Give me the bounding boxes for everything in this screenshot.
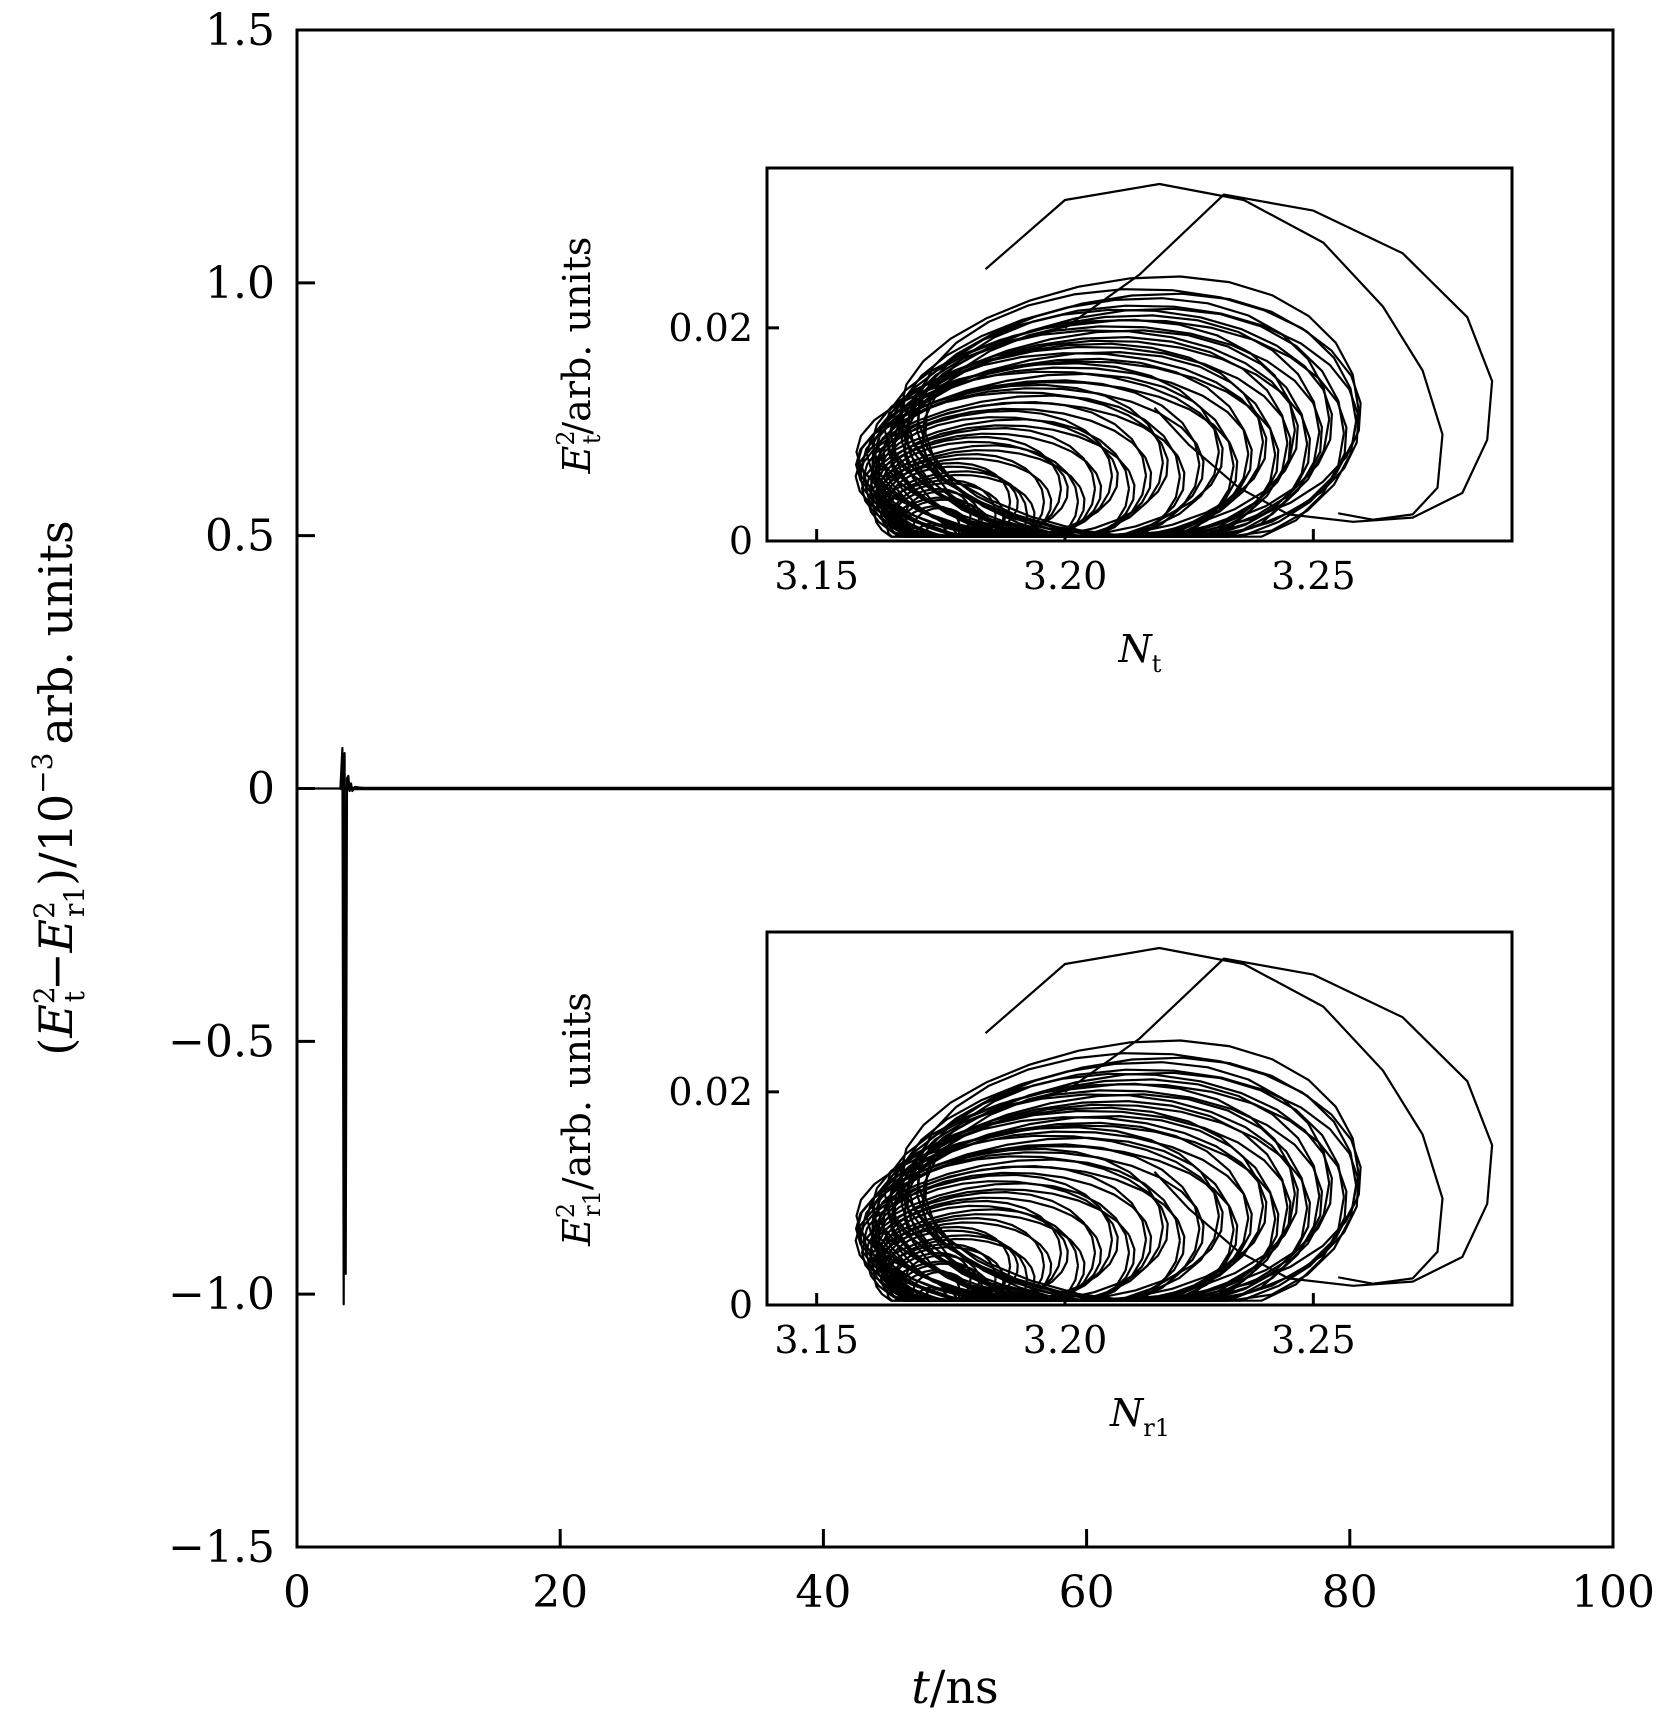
inset-bottom-loop-offset bbox=[904, 1254, 981, 1302]
inset-bottom-y-sub: r1 bbox=[578, 1190, 606, 1217]
main-y-axis-open: ( bbox=[29, 1038, 83, 1056]
inset-top-y-unit: /arb. units bbox=[555, 237, 599, 435]
inset-top-loop-offset bbox=[885, 473, 1036, 538]
inset-top-y-tick-label: 0.02 bbox=[668, 306, 753, 350]
main-x-axis-unit: /ns bbox=[930, 1660, 999, 1714]
inset-top-x-ticks: 3.15 3.20 3.25 bbox=[774, 529, 1356, 598]
inset-bottom-y-tick-label: 0 bbox=[729, 1283, 753, 1327]
inset-top-loop-offset bbox=[912, 506, 970, 538]
inset-bottom-loop-offset bbox=[924, 1068, 1360, 1302]
main-y-ticks: −1.5 −1.0 −0.5 0 0.5 1.0 1.5 bbox=[168, 5, 315, 1573]
inset-bottom-x-tick-label: 3.25 bbox=[1271, 1318, 1356, 1362]
main-y-axis-minus: − bbox=[29, 952, 83, 991]
main-y-axis-exp: −3 bbox=[26, 753, 59, 794]
main-x-tick-label: 20 bbox=[532, 1567, 588, 1618]
main-x-tick-label: 0 bbox=[283, 1567, 311, 1618]
main-y-tick-label: −1.0 bbox=[168, 1269, 275, 1320]
inset-bottom-x-tick-label: 3.20 bbox=[1023, 1318, 1108, 1362]
main-y-tick-label: −0.5 bbox=[168, 1016, 275, 1067]
inset-top-loop-offset bbox=[920, 523, 960, 538]
main-y-tick-label: 0.5 bbox=[205, 511, 275, 562]
main-y-axis-e2: E bbox=[29, 919, 83, 954]
inset-bottom-loop-offset bbox=[912, 1270, 970, 1302]
inset-bottom-loop-offset bbox=[897, 1262, 992, 1302]
inset-top-loop-offset bbox=[924, 304, 1360, 538]
main-x-ticks: 0 20 40 60 80 100 bbox=[283, 1529, 1655, 1618]
inset-bottom: 3.15 3.20 3.25 00.02 Nr1 E2r1/arb. units bbox=[552, 930, 1514, 1442]
main-y-axis-unit: arb. units bbox=[29, 520, 83, 744]
inset-top-series bbox=[854, 182, 1494, 538]
inset-top-x-sub: t bbox=[1152, 650, 1162, 678]
main-x-axis-title: t/ns bbox=[911, 1660, 998, 1714]
inset-top-x-tick-label: 3.20 bbox=[1023, 554, 1108, 598]
main-y-axis-sup1: 2 bbox=[28, 986, 61, 1004]
main-y-tick-label: 0 bbox=[247, 764, 275, 815]
inset-bottom-y-sup: 2 bbox=[552, 1203, 580, 1218]
main-x-tick-label: 60 bbox=[1059, 1567, 1115, 1618]
inset-top-loop-offset bbox=[903, 339, 1311, 538]
main-y-tick-label: −1.5 bbox=[168, 1522, 275, 1573]
main-y-axis-sup2: 2 bbox=[28, 901, 61, 919]
inset-top-y-sub: t bbox=[578, 434, 606, 444]
inset-top-x-var: N bbox=[1118, 627, 1154, 671]
inset-bottom-loop-offset bbox=[920, 1287, 960, 1302]
inset-top-y-ticks: 00.02 bbox=[668, 306, 779, 563]
main-y-axis-e1: E bbox=[29, 1004, 83, 1039]
inset-top-y-sup: 2 bbox=[552, 430, 580, 445]
inset-top-loop-offset bbox=[904, 490, 981, 538]
inset-top-loop-offset bbox=[900, 329, 1299, 538]
inset-top-x-axis-title: Nt bbox=[1118, 627, 1162, 678]
inset-top-y-var: E bbox=[555, 445, 599, 474]
inset-top-excursion-loop bbox=[1064, 193, 1494, 523]
inset-bottom-x-sub: r1 bbox=[1143, 1414, 1170, 1442]
main-y-axis-close: )/10 bbox=[29, 794, 83, 886]
inset-bottom-y-ticks: 00.02 bbox=[668, 1070, 779, 1327]
main-axes: 0 20 40 60 80 100 −1.5−1.0−0.500.51.01.5 t/ns… bbox=[26, 5, 1655, 1714]
inset-bottom-y-var: E bbox=[555, 1218, 599, 1247]
main-y-tick-label: 1.0 bbox=[205, 258, 275, 309]
inset-bottom-loop-offset bbox=[885, 1237, 1036, 1302]
main-x-tick-label: 100 bbox=[1571, 1567, 1655, 1618]
inset-top-x-tick-label: 3.25 bbox=[1271, 554, 1356, 598]
inset-bottom-frame bbox=[765, 930, 1514, 1307]
inset-bottom-excursion-loop bbox=[1064, 957, 1494, 1287]
main-x-axis-var: t bbox=[911, 1660, 930, 1714]
inset-bottom-loop-offset bbox=[884, 1221, 1053, 1302]
inset-top-loop-offset bbox=[897, 498, 992, 538]
main-series-line bbox=[297, 746, 1613, 1306]
main-y-tick-label: 1.5 bbox=[205, 5, 275, 56]
main-x-tick-label: 80 bbox=[1322, 1567, 1378, 1618]
inset-bottom-y-axis-title: E2r1/arb. units bbox=[552, 992, 606, 1247]
inset-bottom-loop-offset bbox=[900, 1093, 1299, 1302]
inset-bottom-outer-arc bbox=[984, 946, 1444, 1285]
inset-top-frame bbox=[765, 166, 1514, 543]
main-x-tick-label: 40 bbox=[795, 1567, 851, 1618]
inset-bottom-series bbox=[854, 946, 1494, 1302]
main-series bbox=[297, 746, 1613, 1306]
inset-top: 3.15 3.20 3.25 00.02 Nt E2t/arb. units bbox=[552, 166, 1514, 678]
inset-bottom-loop-offset bbox=[903, 1103, 1311, 1302]
main-y-axis-sub1: t bbox=[58, 990, 91, 1002]
inset-bottom-x-var: N bbox=[1109, 1391, 1145, 1435]
inset-top-loop-offset bbox=[884, 457, 1053, 538]
inset-top-y-axis-title: E2t/arb. units bbox=[552, 237, 606, 475]
inset-bottom-x-ticks: 3.15 3.20 3.25 bbox=[774, 1293, 1356, 1362]
inset-bottom-x-axis-title: Nr1 bbox=[1109, 1391, 1170, 1442]
inset-bottom-y-unit: /arb. units bbox=[555, 992, 599, 1190]
main-y-axis-sub2: r1 bbox=[58, 886, 91, 917]
inset-top-y-tick-label: 0 bbox=[729, 519, 753, 563]
inset-bottom-x-tick-label: 3.15 bbox=[774, 1318, 859, 1362]
inset-bottom-y-tick-label: 0.02 bbox=[668, 1070, 753, 1114]
inset-top-x-tick-label: 3.15 bbox=[774, 554, 859, 598]
inset-top-outer-arc bbox=[984, 182, 1444, 521]
main-y-axis-title: (E2t−E2r1)/10−3arb. units bbox=[26, 520, 91, 1055]
